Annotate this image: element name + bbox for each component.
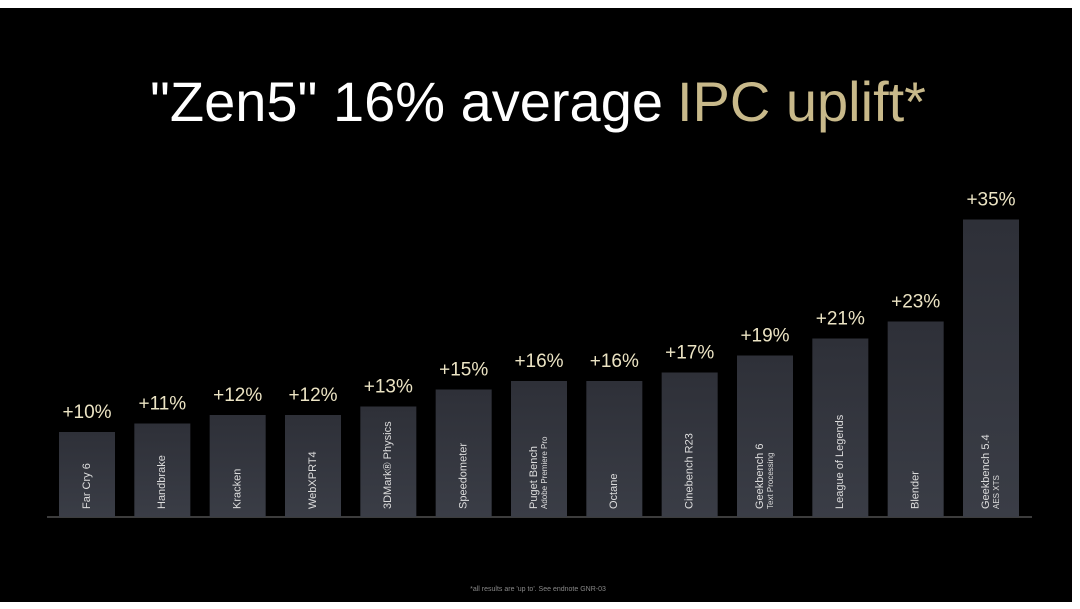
value-label: +17%	[665, 343, 714, 364]
value-label: +10%	[62, 402, 111, 423]
category-label: 3DMark® Physics	[382, 421, 394, 509]
category-label: Far Cry 6	[81, 463, 93, 509]
title-main: "Zen5" 16% average	[150, 70, 663, 133]
category-label: Cinebench R23	[684, 433, 696, 509]
bar	[661, 372, 718, 517]
bar	[812, 338, 869, 517]
category-label: Blender	[910, 471, 922, 509]
bar	[737, 355, 793, 517]
value-label: +21%	[816, 309, 865, 330]
category-label: Octane	[608, 474, 620, 509]
bar	[963, 219, 1019, 517]
bar	[586, 381, 643, 517]
value-label: +16%	[514, 351, 563, 372]
value-label: +23%	[891, 292, 940, 313]
value-label: +12%	[213, 385, 262, 406]
bar	[285, 415, 341, 517]
footnote: *all results are 'up to'. See endnote GN…	[470, 586, 606, 593]
value-label: +19%	[740, 326, 789, 347]
bar	[435, 389, 492, 517]
category-label: WebXPRT4	[307, 451, 319, 509]
value-label: +16%	[590, 351, 639, 372]
category-label: Geekbench 6	[754, 444, 766, 509]
category-label: Text Processing	[766, 453, 775, 509]
bar	[59, 432, 115, 517]
value-label: +12%	[288, 385, 337, 406]
category-label: League of Legends	[834, 414, 846, 509]
category-label: Handbrake	[156, 455, 168, 509]
value-label: +13%	[364, 377, 413, 398]
category-label: Puget Bench	[528, 446, 540, 509]
bar	[134, 423, 191, 517]
bar	[511, 381, 567, 517]
category-label: Adobe Premiere Pro	[540, 436, 549, 509]
bar	[360, 406, 417, 517]
value-label: +11%	[138, 394, 186, 415]
category-label: AES XTS	[992, 475, 1001, 509]
category-label: Kracken	[232, 469, 244, 509]
category-label: Geekbench 5.4	[980, 434, 992, 509]
bar	[209, 415, 266, 517]
title-highlight: IPC uplift*	[677, 70, 926, 133]
chart-title: "Zen5" 16% average IPC uplift*	[150, 70, 926, 133]
bar	[887, 321, 944, 517]
value-label: +15%	[439, 360, 488, 381]
category-label: Speedometer	[458, 443, 470, 509]
value-label: +35%	[966, 190, 1015, 211]
